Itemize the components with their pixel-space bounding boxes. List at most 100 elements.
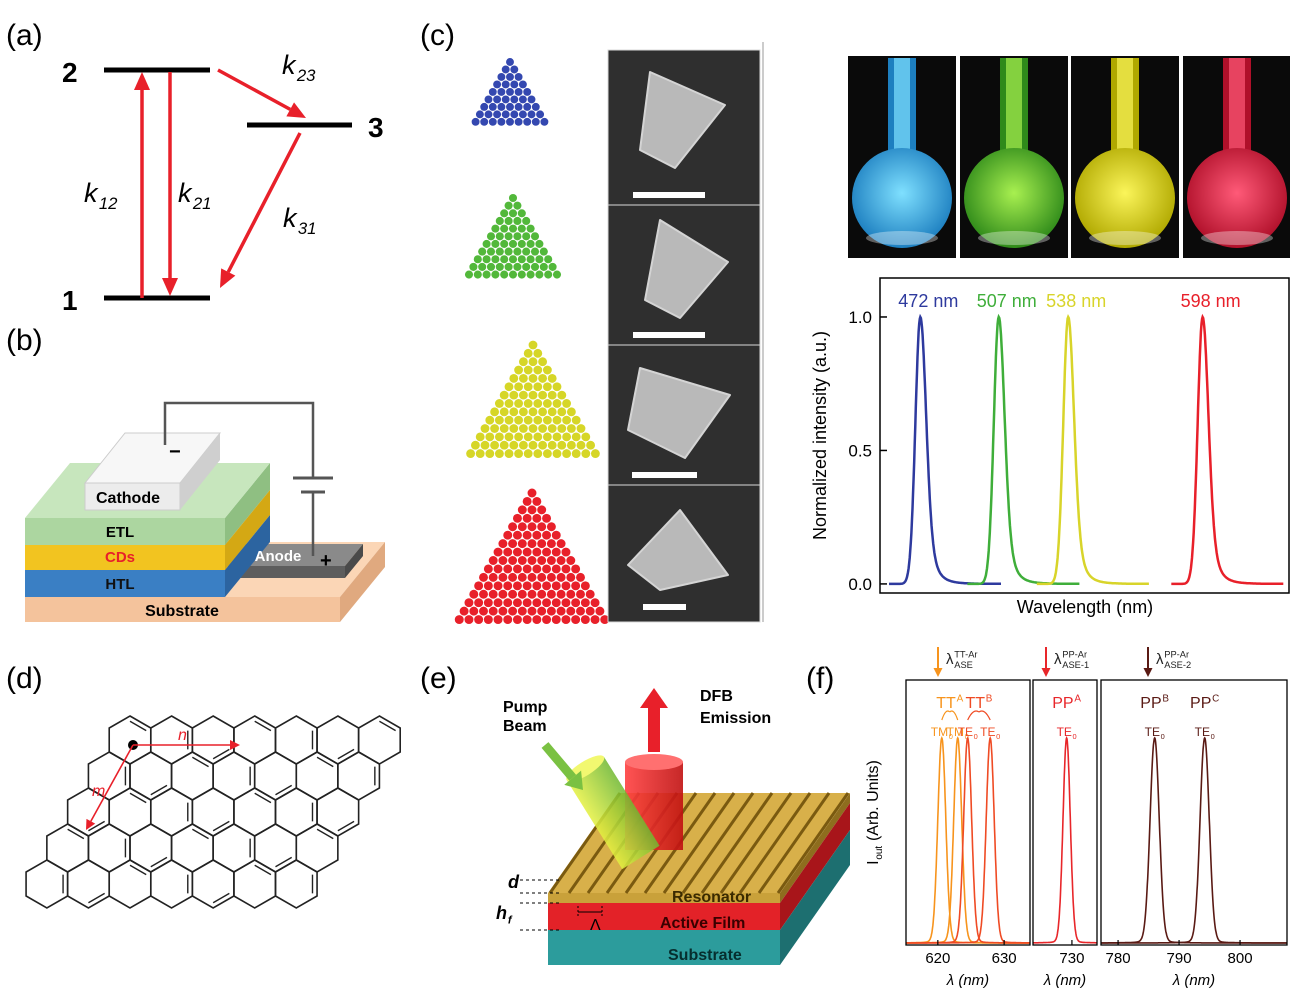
atom-dot xyxy=(566,572,576,582)
atom-dot xyxy=(493,547,503,557)
atom-dot xyxy=(527,556,537,565)
hexagon xyxy=(149,859,194,909)
atom-dot xyxy=(571,581,581,591)
atom-dot xyxy=(506,117,514,126)
atom-dot xyxy=(552,415,562,425)
double-bond xyxy=(192,756,209,768)
atom-dot xyxy=(500,224,509,233)
ase-arrow-head xyxy=(1143,668,1153,677)
atom-dot xyxy=(509,440,519,450)
atom-dot xyxy=(522,615,532,625)
atom-dot xyxy=(509,373,519,383)
atom-dot xyxy=(517,606,527,616)
atom-dot xyxy=(531,102,540,111)
atom-dot xyxy=(499,390,509,400)
atom-dot xyxy=(528,340,538,350)
atom-dot xyxy=(576,589,585,599)
lattice-vector-head xyxy=(230,740,240,750)
x-axis-label: Wavelength (nm) xyxy=(1017,597,1153,617)
atom-dot xyxy=(470,440,480,450)
atom-dot xyxy=(494,449,504,458)
atom-dot xyxy=(454,615,464,625)
atom-dot xyxy=(556,572,566,582)
group-label: PP A xyxy=(1052,693,1081,712)
atom-dot xyxy=(538,440,548,450)
atom-dot xyxy=(528,424,538,433)
atom-dot xyxy=(518,424,528,433)
atom-dot xyxy=(518,407,528,417)
spectrum-line xyxy=(1036,313,1149,586)
atom-dot xyxy=(523,382,533,392)
mode-label-sub: 0 xyxy=(1211,732,1215,741)
atom-dot xyxy=(546,522,556,532)
vector-label: m xyxy=(92,783,105,800)
atom-dot xyxy=(497,102,506,111)
mode-label: TE 0 xyxy=(1195,725,1215,741)
atom-dot xyxy=(501,65,510,74)
atom-dot xyxy=(513,216,522,226)
mode-label-base: TE xyxy=(980,725,995,739)
beam-label: Beam xyxy=(503,718,547,735)
atom-dot xyxy=(551,530,561,540)
atom-dot xyxy=(493,80,502,89)
atom-dot xyxy=(500,255,509,264)
atom-dot xyxy=(533,399,543,408)
atom-dot xyxy=(488,556,498,565)
atom-dot xyxy=(532,547,542,557)
atom-dot xyxy=(503,615,513,625)
atom-dot xyxy=(522,581,532,591)
atom-dot xyxy=(485,449,495,458)
emission-arrow-head xyxy=(640,688,668,708)
atom-dot xyxy=(532,615,542,625)
atom-dot xyxy=(538,390,548,400)
atom-dot xyxy=(523,348,533,358)
group-label-sup: A xyxy=(1074,693,1081,704)
ase-label-sup: PP-Ar xyxy=(1062,650,1087,660)
atom-dot xyxy=(523,432,533,442)
atom-dot xyxy=(491,255,500,264)
atom-dot xyxy=(517,589,527,599)
lattice-vector-head xyxy=(86,818,96,830)
grating-groove xyxy=(681,792,755,894)
group-label-base: PP xyxy=(1140,695,1161,712)
atom-dot xyxy=(523,399,533,408)
atom-dot xyxy=(469,589,479,599)
atom-dot xyxy=(527,606,537,616)
atom-dot xyxy=(504,432,514,442)
nanocrystal xyxy=(639,71,726,169)
atom-dot xyxy=(503,598,513,608)
plot-frame xyxy=(905,679,1031,946)
atom-dot xyxy=(514,102,523,111)
atom-dot xyxy=(474,581,484,591)
atom-dot xyxy=(504,201,513,210)
peak-label: 598 nm xyxy=(1181,291,1241,311)
atom-dot xyxy=(494,415,504,425)
rate-label-base: k xyxy=(282,50,297,80)
atom-dot xyxy=(480,117,489,126)
atom-dot xyxy=(491,224,500,233)
atom-dot xyxy=(551,581,561,591)
atom-dot xyxy=(552,449,562,458)
atom-dot xyxy=(518,110,527,119)
mode-label: TE 0 xyxy=(958,725,978,741)
panel-label: (e) xyxy=(420,662,457,695)
grating-groove xyxy=(662,792,736,894)
atom-dot xyxy=(542,449,552,458)
mode-label-base: TE xyxy=(1145,725,1160,739)
group-label: PP C xyxy=(1190,693,1219,712)
atom-dot xyxy=(532,496,542,506)
flask-neck-glow xyxy=(1006,58,1022,158)
rate-label-sub: 12 xyxy=(99,194,118,213)
transition-arrow xyxy=(226,132,302,273)
atom-dot xyxy=(561,598,571,608)
atom-dot xyxy=(547,424,557,433)
plot-frame xyxy=(1032,679,1098,946)
atom-dot xyxy=(531,117,540,126)
x-axis-label: λ (nm) xyxy=(1043,972,1086,989)
atom-dot xyxy=(552,432,562,442)
atom-dot xyxy=(595,606,605,616)
atom-dot xyxy=(518,95,527,104)
